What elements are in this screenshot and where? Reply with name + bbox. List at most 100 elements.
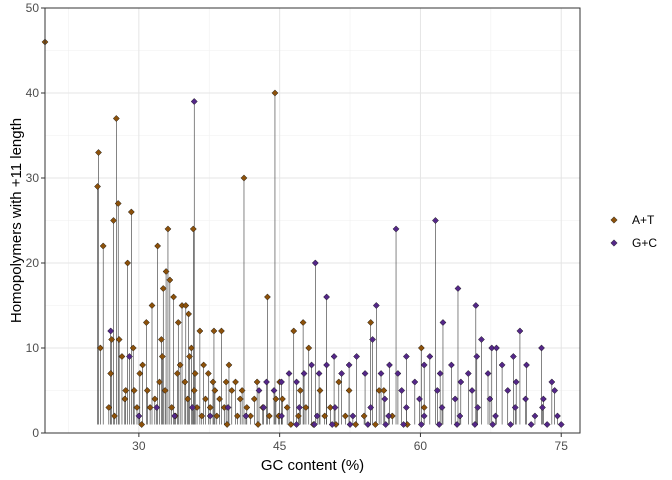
- data-point-gc: [451, 395, 459, 403]
- legend: A+T G+C: [610, 213, 657, 250]
- data-point-at: [210, 327, 218, 335]
- data-point-gc: [416, 395, 423, 403]
- data-point-at: [182, 302, 190, 309]
- data-point-gc: [438, 404, 446, 411]
- data-point-gc: [278, 378, 285, 386]
- data-point-gc: [346, 421, 354, 428]
- data-point-gc: [486, 395, 494, 403]
- y-axis-ticks: 0 10 20 30 40 50: [26, 1, 45, 440]
- data-point-gc: [386, 361, 393, 369]
- data-point-at: [112, 115, 120, 122]
- data-point-gc: [331, 404, 339, 411]
- data-point-at: [265, 412, 273, 420]
- data-point-at: [233, 412, 241, 420]
- data-point-gc: [512, 378, 520, 386]
- data-point-gc: [345, 361, 353, 369]
- x-tick-label: 30: [132, 439, 146, 453]
- data-point-gc: [426, 353, 434, 360]
- data-point-gc: [171, 412, 178, 420]
- data-point-at: [294, 412, 302, 420]
- data-point-at: [352, 421, 360, 428]
- data-point-gc: [498, 361, 506, 369]
- data-point-gc: [507, 421, 514, 428]
- data-point-at: [173, 370, 181, 377]
- data-point-gc: [293, 421, 300, 428]
- data-point-gc: [557, 421, 565, 428]
- data-point-at: [96, 344, 104, 352]
- data-point-at: [184, 395, 192, 403]
- data-point-gc: [554, 412, 561, 420]
- data-point-at: [238, 387, 246, 394]
- data-point-at: [157, 336, 165, 343]
- y-axis-title: Homopolymers with +11 length: [8, 118, 25, 323]
- data-point-at: [335, 378, 343, 386]
- data-point-at: [130, 387, 138, 394]
- data-point-at: [223, 421, 231, 428]
- data-point-at: [189, 225, 197, 233]
- data-point-at: [287, 421, 295, 428]
- data-point-gc: [504, 387, 512, 394]
- data-point-at: [225, 361, 233, 369]
- data-point-at: [196, 327, 204, 335]
- data-point-gc: [323, 361, 331, 369]
- data-point-gc: [328, 421, 336, 428]
- data-point-at: [213, 412, 221, 420]
- data-point-at: [216, 395, 224, 403]
- data-point-gc: [190, 98, 198, 105]
- data-point-at: [151, 395, 159, 403]
- data-point-gc: [531, 412, 539, 420]
- data-point-at: [170, 293, 178, 301]
- data-point-at: [341, 412, 349, 420]
- data-point-at: [110, 217, 117, 224]
- data-point-gc: [411, 378, 419, 386]
- data-point-at: [204, 370, 212, 377]
- data-points: [41, 38, 565, 428]
- legend-key: [610, 239, 618, 247]
- data-point-gc: [447, 361, 455, 369]
- data-point-gc: [367, 404, 375, 411]
- data-point-at: [191, 370, 199, 377]
- data-point-at: [115, 336, 123, 343]
- data-point-gc: [385, 412, 392, 420]
- data-point-at: [316, 387, 324, 394]
- data-point-gc: [400, 421, 407, 428]
- data-point-at: [228, 387, 236, 394]
- data-point-gc: [311, 259, 319, 267]
- panel-border: [44, 7, 581, 434]
- y-tick-label: 30: [26, 171, 40, 185]
- data-point-at: [250, 395, 258, 403]
- data-point-gc: [454, 285, 462, 292]
- data-point-at: [206, 404, 214, 411]
- data-point-at: [127, 208, 135, 216]
- data-point-gc: [308, 361, 316, 369]
- data-point-at: [122, 387, 130, 394]
- data-point-at: [148, 302, 156, 309]
- data-point-at: [211, 387, 219, 394]
- data-point-gc: [153, 404, 161, 411]
- data-point-at: [111, 412, 118, 420]
- data-point-gc: [126, 353, 133, 360]
- data-point-gc: [511, 404, 519, 411]
- data-point-gc: [493, 344, 500, 352]
- data-point-gc: [135, 412, 143, 420]
- data-point-at: [138, 421, 146, 428]
- data-point-at: [154, 242, 162, 250]
- data-point-gc: [285, 370, 293, 377]
- data-point-at: [371, 421, 379, 428]
- data-point-gc: [492, 412, 499, 420]
- data-point-at: [253, 378, 261, 386]
- data-point-gc: [489, 421, 497, 428]
- data-point-gc: [330, 353, 338, 360]
- data-point-at: [299, 319, 307, 326]
- legend-key: [610, 216, 618, 224]
- data-point-gc: [349, 412, 357, 420]
- data-point-at: [420, 404, 428, 411]
- data-point-at: [232, 378, 239, 386]
- data-point-at: [174, 319, 182, 326]
- data-point-at: [114, 200, 122, 207]
- x-axis-title: GC content (%): [261, 457, 364, 474]
- data-point-gc: [484, 370, 492, 377]
- data-point-gc: [471, 421, 479, 428]
- data-point-at: [345, 387, 353, 394]
